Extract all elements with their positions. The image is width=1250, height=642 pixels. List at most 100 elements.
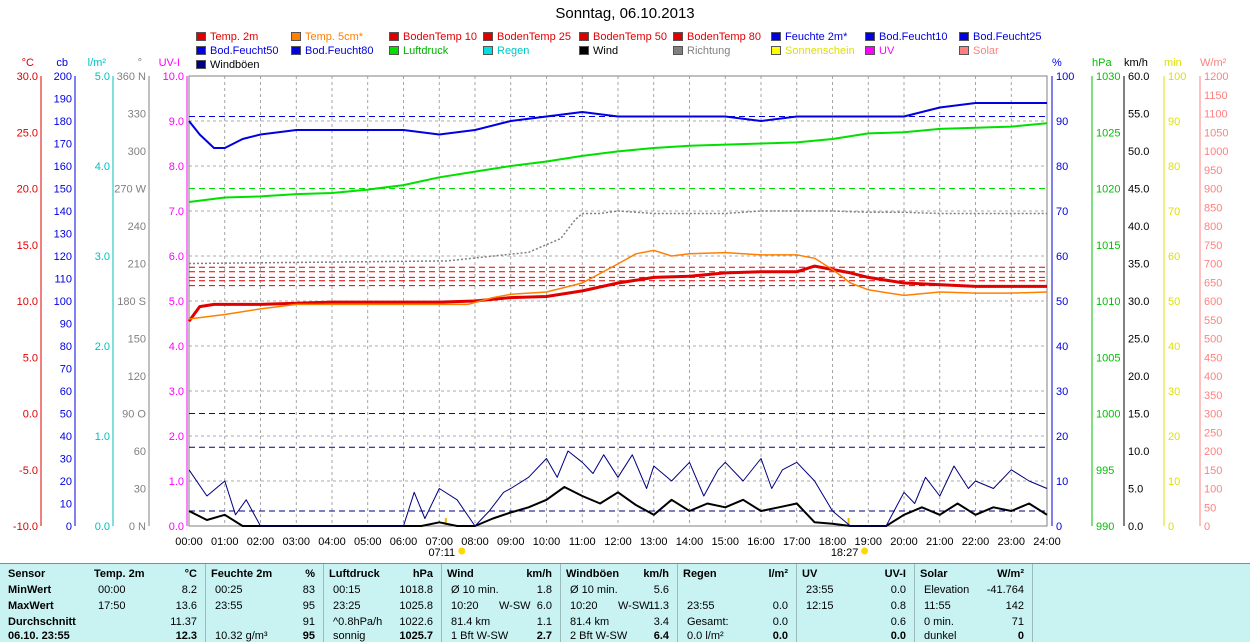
axis-tick-label: 1005 [1096, 352, 1120, 364]
summary-section-unit: hPa [412, 568, 433, 580]
axis-tick-label: 30 [1168, 386, 1180, 398]
summary-cell-note: 11:55 [924, 600, 951, 612]
axis-tick-label: -5.0 [19, 465, 38, 477]
axis-tick-label: 8.0 [169, 161, 184, 173]
summary-section: Solar W/m² Elevation -41.764 11:55 142 0 min. 7… [914, 564, 1033, 642]
x-tick-label: 06:00 [390, 536, 418, 548]
axis-tick-label: 110 [54, 274, 72, 286]
legend-item: Bod.Feucht80 [291, 44, 374, 58]
series-line [188, 249, 1048, 320]
axis-tick-label: 350 [1204, 390, 1222, 402]
summary-row-label: Sensor [8, 568, 46, 580]
summary-cell-value: 1025.8 [399, 600, 433, 612]
summary-cell-note: 10:20 [451, 600, 479, 612]
summary-cell-note: 00:15 [333, 584, 361, 596]
legend-swatch [579, 32, 589, 41]
legend-item: Bod.Feucht10 [865, 30, 948, 44]
legend-label: Windböen [210, 59, 260, 71]
axis-tick-label: 0.0 [95, 521, 110, 533]
summary-cell-note: 0 min. [924, 616, 954, 628]
summary-cell-note: Elevation [924, 584, 970, 596]
legend-item: BodenTemp 10 [389, 30, 477, 44]
summary-section-header: Solar [920, 568, 948, 580]
axis-tick-label: 140 [54, 206, 72, 218]
legend-item: Bod.Feucht50 [196, 44, 279, 58]
legend-item: Feuchte 2m* [771, 30, 847, 44]
summary-cell-value: 91 [302, 616, 315, 628]
axis-tick-label: 60 [1168, 251, 1180, 263]
legend-label: BodenTemp 25 [497, 31, 571, 43]
axis-tick-label: 90 [60, 319, 72, 331]
axis-unit-label: km/h [1124, 57, 1148, 69]
summary-cell-value: 5.6 [653, 584, 669, 596]
legend-item: BodenTemp 25 [483, 30, 571, 44]
axis-tick-label: 60.0 [1128, 71, 1149, 83]
summary-cell-value: 11.37 [170, 616, 197, 628]
axis-tick-label: 30 [134, 484, 146, 496]
axis-tick-label: 0 [1204, 521, 1210, 533]
x-tick-label: 17:00 [783, 536, 811, 548]
summary-cell-value: 6.0 [536, 600, 552, 612]
legend-item: BodenTemp 50 [579, 30, 667, 44]
axis-tick-label: 30.0 [17, 71, 38, 83]
axis-tick-label: 360 N [117, 71, 146, 83]
axis-tick-label: 10.0 [17, 296, 38, 308]
summary-section: Temp. 2m °C 00:00 8.2 17:50 13.6 11.37 12.3 [88, 564, 206, 642]
legend-item: UV [865, 44, 894, 58]
axis-tick-label: 300 [1204, 409, 1222, 421]
x-tick-label: 24:00 [1033, 536, 1061, 548]
sunrise-label: 07:11 [428, 547, 455, 559]
axis-tick-label: 20 [60, 476, 72, 488]
legend-label: Sonnenschein [785, 45, 855, 57]
summary-cell-value: 83 [302, 584, 315, 596]
axis-tick-label: 250 [1204, 427, 1222, 439]
legend-label: Temp. 2m [210, 31, 259, 43]
legend-swatch [771, 32, 781, 41]
x-tick-label: 08:00 [461, 536, 489, 548]
legend-swatch [291, 46, 301, 55]
summary-section: Windböen km/h Ø 10 min. 5.6 10:20 W-SW 11.3 81.… [560, 564, 678, 642]
legend-swatch [389, 46, 399, 55]
summary-cell-value: 142 [1005, 600, 1024, 612]
axis-tick-label: 50 [60, 409, 72, 421]
legend-item: BodenTemp 80 [673, 30, 761, 44]
axis-tick-label: 45.0 [1128, 184, 1149, 196]
axis-tick-label: 90 [1056, 116, 1068, 128]
axis-tick-label: -10.0 [13, 521, 38, 533]
axis-tick-label: 180 [54, 116, 72, 128]
axis-tick-label: 20.0 [17, 184, 38, 196]
legend-swatch [196, 32, 206, 41]
x-tick-label: 20:00 [890, 536, 918, 548]
x-tick-label: 01:00 [211, 536, 239, 548]
summary-cell-value: 0.6 [890, 616, 906, 628]
axis-tick-label: 1100 [1204, 109, 1228, 121]
axis-tick-label: 100 [54, 296, 72, 308]
axis-tick-label: 70 [60, 364, 72, 376]
x-tick-label: 07:00 [425, 536, 453, 548]
legend-swatch [196, 46, 206, 55]
axis-tick-label: 120 [128, 371, 146, 383]
summary-cell-note: 12:15 [806, 600, 834, 612]
legend-item: Luftdruck [389, 44, 448, 58]
summary-cell-value: 13.6 [175, 600, 197, 612]
legend-label: Temp. 5cm* [305, 31, 364, 43]
legend-label: Solar [973, 45, 999, 57]
sunset-sun-icon [861, 547, 869, 555]
summary-section-unit: °C [184, 568, 197, 580]
summary-section: Regen l/m² 23:55 0.0 Gesamt: 0.0 0.0 l/m² 0.0 [677, 564, 797, 642]
axis-tick-label: 1050 [1204, 127, 1228, 139]
axis-tick-label: 600 [1204, 296, 1222, 308]
legend-label: Wind [593, 45, 619, 57]
axis-tick-label: 160 [54, 161, 72, 173]
axis-tick-label: 15.0 [17, 240, 38, 252]
axis-tick-label: 130 [54, 229, 72, 241]
axis-tick-label: 80 [1056, 161, 1068, 173]
axis-tick-label: 100 [1204, 484, 1222, 496]
axis-tick-label: 1150 [1204, 90, 1228, 102]
summary-cell-note: Gesamt: [687, 616, 729, 628]
axis-tick-label: 120 [54, 251, 72, 263]
axis-tick-label: 1000 [1204, 146, 1228, 158]
series-line [188, 102, 1047, 149]
legend-label: Bod.Feucht10 [879, 31, 948, 43]
sunrise-sun-icon [458, 547, 466, 555]
